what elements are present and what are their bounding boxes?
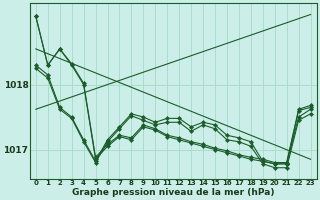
X-axis label: Graphe pression niveau de la mer (hPa): Graphe pression niveau de la mer (hPa) bbox=[72, 188, 275, 197]
